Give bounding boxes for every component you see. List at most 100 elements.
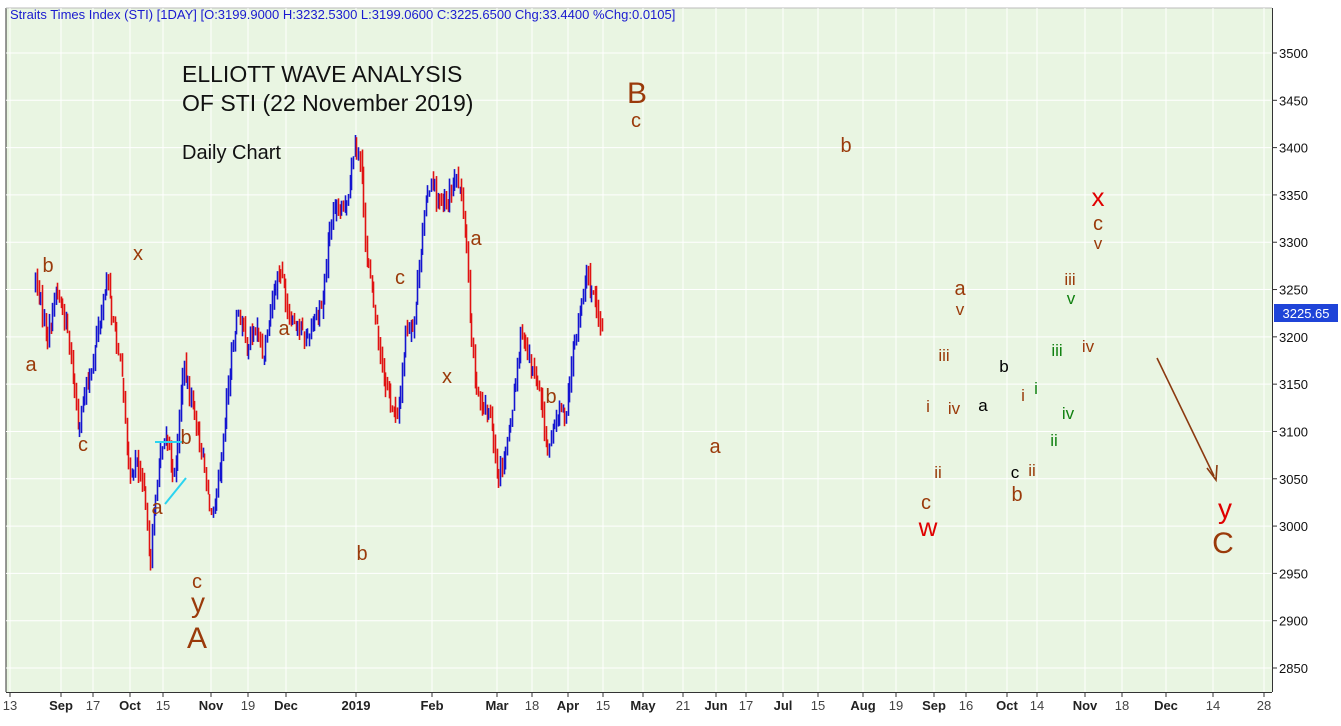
- y-tick-label: 3250: [1279, 283, 1308, 298]
- wave-label: a: [278, 318, 290, 340]
- wave-label: ii: [934, 463, 942, 482]
- gridlines: [6, 8, 1272, 692]
- x-tick-label: Mar: [485, 698, 508, 713]
- wave-label: c: [1093, 213, 1103, 235]
- y-tick-label: 3050: [1279, 472, 1308, 487]
- y-tick-label: 2850: [1279, 661, 1308, 676]
- y-tick-label: 3500: [1279, 46, 1308, 61]
- projection-arrow-head: [1206, 464, 1218, 483]
- wave-label: b: [42, 255, 53, 277]
- x-tick-label: 18: [525, 698, 539, 713]
- chart-subtitle: Daily Chart: [182, 142, 281, 164]
- y-tick-label: 3400: [1279, 141, 1308, 156]
- wave-label: a: [25, 354, 37, 376]
- wave-label: c: [192, 571, 202, 593]
- wave-label: b: [356, 543, 367, 565]
- wave-label: B: [627, 77, 647, 110]
- wave-label: a: [151, 497, 163, 519]
- x-tick-label: Oct: [996, 698, 1018, 713]
- x-tick-label: 18: [1115, 698, 1129, 713]
- wave-label: v: [1094, 234, 1103, 253]
- wave-label: i: [926, 397, 930, 416]
- x-axis: 13 Sep 17 Oct 15 Nov 19 Dec 2019 Feb Mar 18 Apr 15 May…: [3, 692, 1271, 713]
- wave-label: i: [1034, 379, 1038, 398]
- x-tick-label: 21: [676, 698, 690, 713]
- x-tick-label: 14: [1030, 698, 1044, 713]
- wave-label: y: [1218, 493, 1232, 524]
- x-tick-label: 15: [156, 698, 170, 713]
- x-tick-label: Nov: [1073, 698, 1098, 713]
- wave-label: b: [545, 386, 556, 408]
- wave-label: x: [133, 243, 143, 265]
- wave-label: a: [978, 396, 988, 415]
- y-tick-label: 3450: [1279, 93, 1308, 108]
- wave-label: v: [956, 300, 965, 319]
- wave-label: x: [1092, 182, 1105, 212]
- x-tick-label: Dec: [274, 698, 298, 713]
- x-tick-label: 17: [739, 698, 753, 713]
- y-tick-label: 3100: [1279, 424, 1308, 439]
- x-tick-label: 2019: [342, 698, 371, 713]
- wave-label: iii: [938, 346, 949, 365]
- wave-label: c: [78, 434, 88, 456]
- plot-background: [6, 8, 1272, 692]
- x-tick-label: 15: [596, 698, 610, 713]
- wave-label: C: [1212, 527, 1234, 560]
- wave-label: iv: [1082, 337, 1095, 356]
- x-tick-label: Aug: [850, 698, 875, 713]
- x-tick-label: 15: [811, 698, 825, 713]
- wave-label: b: [999, 357, 1008, 376]
- wave-label: c: [631, 110, 641, 132]
- wave-label: w: [918, 512, 938, 542]
- wave-labels: abcxabcyAabcxabBcabcwiiiiiiivvaabcbiiiii…: [25, 77, 1233, 655]
- y-tick-label: 3150: [1279, 377, 1308, 392]
- wave-label: c: [921, 492, 931, 514]
- x-tick-label: Feb: [420, 698, 443, 713]
- wave-label: a: [954, 278, 966, 300]
- wave-label: iii: [1051, 341, 1062, 360]
- wave-label: i: [1021, 386, 1025, 405]
- y-tick-label: 3300: [1279, 235, 1308, 250]
- wave-label: a: [470, 228, 482, 250]
- x-tick-label: Dec: [1154, 698, 1178, 713]
- x-tick-label: Apr: [557, 698, 579, 713]
- wave-label: c: [1011, 463, 1020, 482]
- last-price-box: [1274, 304, 1338, 322]
- triangle-lower-line: [164, 477, 187, 505]
- x-tick-label: May: [630, 698, 656, 713]
- wave-label: A: [187, 622, 207, 655]
- chart-header: Straits Times Index (STI) [1DAY] [O:3199…: [10, 7, 675, 22]
- chart-title-line1: ELLIOTT WAVE ANALYSIS: [182, 61, 462, 87]
- x-tick-label: 13: [3, 698, 17, 713]
- x-tick-label: Oct: [119, 698, 141, 713]
- wave-label: b: [1011, 484, 1022, 506]
- last-price-label: 3225.65: [1283, 306, 1330, 321]
- y-tick-label: 3000: [1279, 519, 1308, 534]
- wave-label: c: [395, 267, 405, 289]
- ohlc-bars: [34, 134, 604, 571]
- x-tick-label: 19: [889, 698, 903, 713]
- wave-label: y: [191, 587, 205, 618]
- y-tick-label: 2900: [1279, 614, 1308, 629]
- x-tick-label: 28: [1257, 698, 1271, 713]
- x-tick-label: 19: [241, 698, 255, 713]
- x-tick-label: 14: [1206, 698, 1220, 713]
- x-tick-label: 17: [86, 698, 100, 713]
- wave-label: a: [709, 436, 721, 458]
- wave-label: ii: [1028, 461, 1036, 480]
- x-tick-label: Sep: [49, 698, 73, 713]
- chart-title-line2: OF STI (22 November 2019): [182, 90, 473, 116]
- x-tick-label: Jul: [774, 698, 793, 713]
- annotations: [155, 357, 1218, 505]
- y-tick-label: 2950: [1279, 566, 1308, 581]
- x-tick-label: Jun: [704, 698, 727, 713]
- wave-label: b: [840, 135, 851, 157]
- x-tick-label: Sep: [922, 698, 946, 713]
- y-tick-label: 3200: [1279, 330, 1308, 345]
- x-tick-label: Nov: [199, 698, 224, 713]
- x-tick-label: 16: [959, 698, 973, 713]
- wave-label: iv: [948, 399, 961, 418]
- wave-label: b: [180, 427, 191, 449]
